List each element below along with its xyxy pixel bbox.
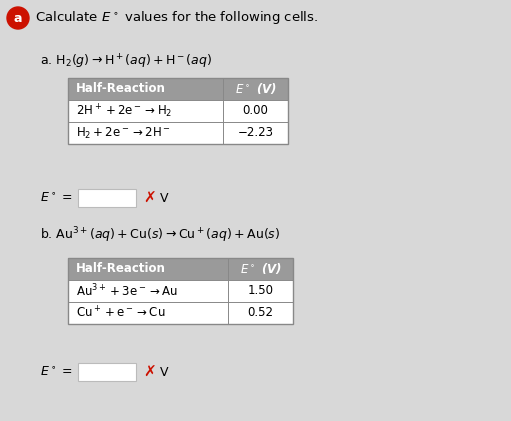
FancyBboxPatch shape [68, 100, 288, 122]
Text: Half-Reaction: Half-Reaction [76, 83, 166, 96]
Text: a. $\mathrm{H_2}(\mathit{g}) \rightarrow \mathrm{H^+}(\mathit{aq}) + \mathrm{H^-: a. $\mathrm{H_2}(\mathit{g}) \rightarrow… [40, 53, 212, 71]
Text: $\mathrm{H_2 + 2e^- \rightarrow 2H^-}$: $\mathrm{H_2 + 2e^- \rightarrow 2H^-}$ [76, 125, 171, 141]
Text: 0.00: 0.00 [243, 104, 268, 117]
Text: 0.52: 0.52 [247, 306, 273, 320]
Text: 1.50: 1.50 [247, 285, 273, 298]
Text: ✗: ✗ [143, 190, 156, 205]
Text: $\mathrm{2H^+ + 2e^- \rightarrow H_2}$: $\mathrm{2H^+ + 2e^- \rightarrow H_2}$ [76, 102, 172, 120]
Text: $\mathit{E}^\circ$ =: $\mathit{E}^\circ$ = [40, 365, 73, 378]
FancyBboxPatch shape [68, 122, 288, 144]
Text: a: a [14, 11, 22, 24]
FancyBboxPatch shape [78, 363, 136, 381]
Text: b. $\mathrm{Au^{3+}}(\mathit{aq}) + \mathrm{Cu}(\mathit{s}) \rightarrow \mathrm{: b. $\mathrm{Au^{3+}}(\mathit{aq}) + \mat… [40, 225, 281, 245]
Text: $\mathrm{Au^{3+} + 3e^- \rightarrow Au}$: $\mathrm{Au^{3+} + 3e^- \rightarrow Au}$ [76, 282, 178, 299]
Text: $\mathit{E}^\circ$ (V): $\mathit{E}^\circ$ (V) [240, 261, 282, 277]
Text: V: V [160, 365, 169, 378]
FancyBboxPatch shape [68, 78, 288, 100]
FancyBboxPatch shape [68, 302, 293, 324]
Text: $\mathit{E}^\circ$ =: $\mathit{E}^\circ$ = [40, 192, 73, 205]
Circle shape [7, 7, 29, 29]
Text: ✗: ✗ [143, 365, 156, 379]
Text: V: V [160, 192, 169, 205]
Text: Calculate $\mathit{E}^\circ$ values for the following cells.: Calculate $\mathit{E}^\circ$ values for … [35, 10, 318, 27]
Text: Half-Reaction: Half-Reaction [76, 263, 166, 275]
Text: −2.23: −2.23 [238, 126, 273, 139]
Text: $\mathrm{Cu^+ + e^- \rightarrow Cu}$: $\mathrm{Cu^+ + e^- \rightarrow Cu}$ [76, 305, 166, 321]
FancyBboxPatch shape [68, 258, 293, 280]
Text: $\mathit{E}^\circ$ (V): $\mathit{E}^\circ$ (V) [235, 82, 276, 96]
FancyBboxPatch shape [78, 189, 136, 207]
FancyBboxPatch shape [68, 280, 293, 302]
